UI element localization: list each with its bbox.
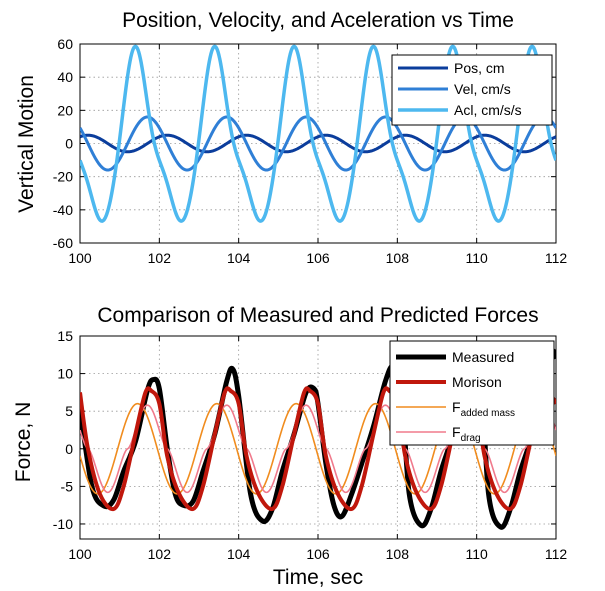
legend-label: Pos, cm	[454, 60, 505, 76]
top-chart-title: Position, Velocity, and Aceleration vs T…	[122, 9, 514, 32]
y-tick-label: 10	[57, 366, 73, 382]
x-tick-label: 102	[148, 250, 172, 266]
x-tick-label: 108	[386, 546, 410, 562]
x-tick-label: 104	[227, 546, 251, 562]
legend-label: Fdrag	[452, 424, 481, 444]
x-tick-label: 112	[545, 250, 568, 266]
top-legend: Pos, cm Vel, cm/s Acl, cm/s/s	[391, 54, 553, 126]
series-line-1	[80, 115, 556, 172]
x-tick-label: 100	[68, 250, 92, 266]
y-tick-label: 5	[65, 403, 73, 419]
x-tick-label: 104	[227, 250, 251, 266]
bottom-legend: Measured Morison Fadded mass Fdrag	[389, 340, 555, 446]
bottom-chart-ylabel: Force, N	[12, 402, 35, 483]
x-tick-label: 102	[148, 546, 172, 562]
y-tick-label: 0	[65, 441, 73, 457]
y-tick-label: -5	[61, 478, 74, 494]
legend-label: Vel, cm/s	[454, 81, 511, 97]
series-line-2	[80, 402, 556, 495]
series-line-0	[80, 133, 556, 154]
legend-label: Fadded mass	[452, 399, 515, 419]
series-line-2	[80, 44, 556, 223]
x-tick-label: 106	[306, 546, 330, 562]
y-tick-label: 40	[57, 69, 73, 85]
x-tick-label: 112	[545, 546, 568, 562]
y-tick-label: -60	[53, 235, 73, 251]
legend-label: Morison	[452, 374, 502, 390]
y-tick-label: 20	[57, 102, 73, 118]
y-tick-label: -40	[53, 202, 73, 218]
x-tick-label: 108	[386, 250, 410, 266]
x-tick-label: 106	[306, 250, 330, 266]
y-tick-label: 0	[65, 136, 73, 152]
top-chart-ylabel: Vertical Motion	[15, 75, 38, 213]
bottom-chart-xlabel: Time, sec	[273, 566, 363, 589]
top-chart: Position, Velocity, and Aceleration vs T…	[15, 9, 567, 266]
x-tick-label: 110	[466, 250, 489, 266]
x-tick-label: 100	[68, 546, 92, 562]
bottom-chart-title: Comparison of Measured and Predicted For…	[97, 304, 538, 327]
legend-label: Acl, cm/s/s	[454, 102, 522, 118]
y-tick-label: 15	[57, 328, 73, 344]
y-tick-label: 60	[57, 36, 73, 52]
y-tick-label: -10	[53, 516, 73, 532]
legend-label: Measured	[452, 349, 514, 365]
bottom-chart: Comparison of Measured and Predicted For…	[12, 304, 567, 589]
x-tick-label: 110	[466, 546, 489, 562]
y-tick-label: -20	[53, 169, 73, 185]
